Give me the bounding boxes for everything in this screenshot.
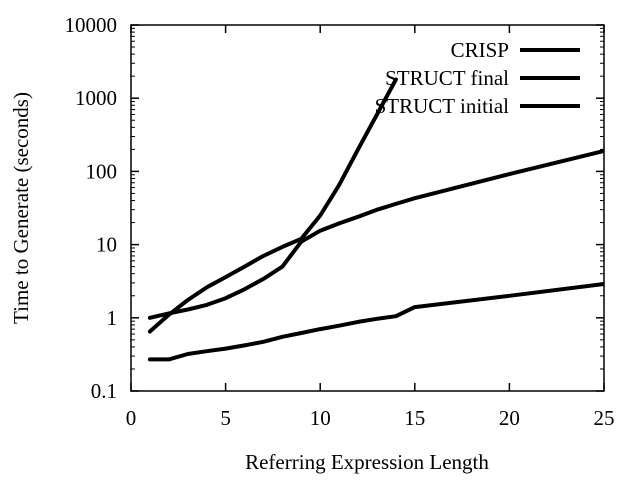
y-tick-label: 0.1 [91, 379, 117, 403]
y-tick-label: 10000 [65, 13, 118, 37]
legend: CRISP STRUCT final STRUCT initial [375, 38, 580, 118]
axis-ticks: 0 5 10 15 20 25 0.1 1 10 100 1000 10000 [65, 13, 615, 430]
x-tick-label: 25 [594, 406, 615, 430]
x-tick-label: 5 [220, 406, 231, 430]
series-line-crisp [147, 77, 398, 334]
y-tick-label: 1 [107, 306, 118, 330]
legend-label-crisp: CRISP [451, 38, 509, 62]
x-tick-label: 0 [126, 406, 137, 430]
series-line-struct-final [147, 149, 604, 320]
legend-label-struct-final: STRUCT final [385, 66, 509, 90]
series-lines [147, 77, 604, 362]
y-tick-label: 1000 [75, 86, 117, 110]
y-tick-label: 100 [86, 159, 118, 183]
series-line-struct-initial [147, 282, 604, 362]
y-tick-label: 10 [96, 233, 117, 257]
plot-area-frame [130, 24, 605, 392]
x-axis-title: Referring Expression Length [245, 450, 489, 474]
x-tick-label: 10 [310, 406, 331, 430]
x-tick-label: 20 [499, 406, 520, 430]
legend-label-struct-initial: STRUCT initial [375, 94, 510, 118]
y-axis-title: Time to Generate (seconds) [9, 92, 33, 324]
x-tick-label: 15 [404, 406, 425, 430]
